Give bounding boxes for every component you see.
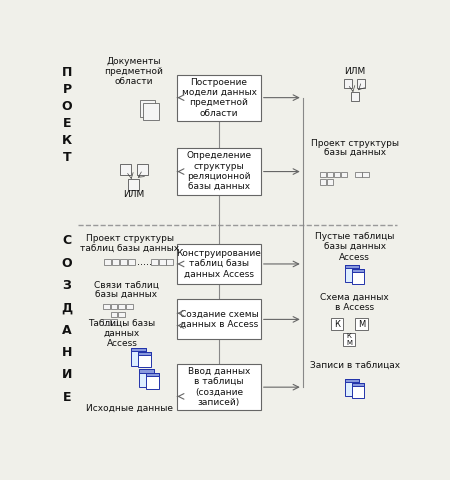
Bar xyxy=(111,312,117,317)
Bar xyxy=(128,179,139,190)
Bar xyxy=(120,259,127,265)
Bar xyxy=(177,148,261,195)
Bar xyxy=(331,318,343,330)
Text: Исходные данные: Исходные данные xyxy=(86,404,173,412)
Text: Создание схемы
данных в Access: Создание схемы данных в Access xyxy=(180,310,258,329)
Text: С: С xyxy=(63,234,72,247)
Bar xyxy=(345,379,359,382)
Text: О: О xyxy=(62,257,72,270)
Bar xyxy=(177,364,261,410)
Bar xyxy=(139,370,154,372)
Text: Построение
модели данных
предметной
области: Построение модели данных предметной обла… xyxy=(181,78,256,118)
Bar xyxy=(140,100,155,117)
Text: К
М: К М xyxy=(346,333,352,346)
Bar xyxy=(118,304,125,310)
Bar xyxy=(351,383,364,398)
Bar xyxy=(158,259,166,265)
Text: Т: Т xyxy=(63,151,72,164)
Text: Е: Е xyxy=(63,391,72,404)
Bar xyxy=(127,259,135,265)
Bar xyxy=(345,379,359,396)
Text: О: О xyxy=(62,100,72,113)
Text: Записи в таблицах: Записи в таблицах xyxy=(310,361,400,370)
Bar xyxy=(320,171,326,177)
Text: Проект структуры
базы данных: Проект структуры базы данных xyxy=(310,139,399,158)
Bar xyxy=(345,265,359,282)
Text: Н: Н xyxy=(62,346,72,359)
Bar xyxy=(327,171,333,177)
Text: Ввод данных
в таблицы
(создание
записей): Ввод данных в таблицы (создание записей) xyxy=(188,367,250,407)
Bar xyxy=(126,304,133,310)
Text: К: К xyxy=(62,134,72,147)
Bar xyxy=(131,348,146,366)
Bar xyxy=(177,244,261,284)
Bar xyxy=(327,179,333,185)
Text: .....: ..... xyxy=(137,257,152,267)
Bar xyxy=(143,103,158,120)
Text: Документы
предметной
области: Документы предметной области xyxy=(104,57,163,86)
Bar xyxy=(111,319,117,325)
Bar xyxy=(166,259,173,265)
Bar xyxy=(131,348,146,351)
Text: З: З xyxy=(63,279,72,292)
Text: К: К xyxy=(334,320,340,328)
Bar xyxy=(139,370,154,387)
Text: Таблицы базы
данных
Access: Таблицы базы данных Access xyxy=(89,318,156,348)
Text: Д: Д xyxy=(62,301,72,314)
Bar xyxy=(137,164,148,175)
Text: Е: Е xyxy=(63,117,72,131)
Bar xyxy=(177,300,261,339)
Bar xyxy=(146,373,158,389)
Text: Пустые таблицы
базы данных
Access: Пустые таблицы базы данных Access xyxy=(315,232,394,262)
Text: Р: Р xyxy=(63,84,72,96)
Text: Конструирование
таблиц базы
данных Access: Конструирование таблиц базы данных Acces… xyxy=(176,249,261,279)
Bar xyxy=(334,171,340,177)
Bar xyxy=(151,259,158,265)
Bar xyxy=(351,383,364,385)
Bar xyxy=(343,333,356,346)
Bar xyxy=(112,259,119,265)
Bar xyxy=(139,352,151,367)
Bar xyxy=(341,171,347,177)
Bar xyxy=(344,79,352,88)
Bar xyxy=(356,171,362,177)
Text: М: М xyxy=(358,320,365,328)
Bar xyxy=(357,79,365,88)
Bar xyxy=(356,318,368,330)
Text: Определение
структуры
реляционной
базы данных: Определение структуры реляционной базы д… xyxy=(186,152,252,192)
Bar xyxy=(139,352,151,355)
Bar xyxy=(111,304,117,310)
Bar xyxy=(146,373,158,376)
Bar xyxy=(362,171,369,177)
Bar xyxy=(120,164,130,175)
Text: И: И xyxy=(62,368,72,381)
Bar xyxy=(103,319,110,325)
Text: Схема данных
в Access: Схема данных в Access xyxy=(320,293,389,312)
Bar xyxy=(104,259,111,265)
Text: ИЛМ: ИЛМ xyxy=(123,190,144,199)
Text: П: П xyxy=(62,67,72,80)
Bar xyxy=(351,92,359,101)
Text: Связи таблиц
базы данных: Связи таблиц базы данных xyxy=(94,280,158,300)
Bar xyxy=(118,312,125,317)
Bar xyxy=(351,269,364,284)
Bar xyxy=(351,269,364,272)
Text: ИЛМ: ИЛМ xyxy=(344,67,365,76)
Bar xyxy=(177,74,261,121)
Bar xyxy=(103,304,110,310)
Text: А: А xyxy=(62,324,72,336)
Text: Проект структуры
таблиц базы данных: Проект структуры таблиц базы данных xyxy=(80,234,180,253)
Bar xyxy=(320,179,326,185)
Bar xyxy=(345,265,359,268)
